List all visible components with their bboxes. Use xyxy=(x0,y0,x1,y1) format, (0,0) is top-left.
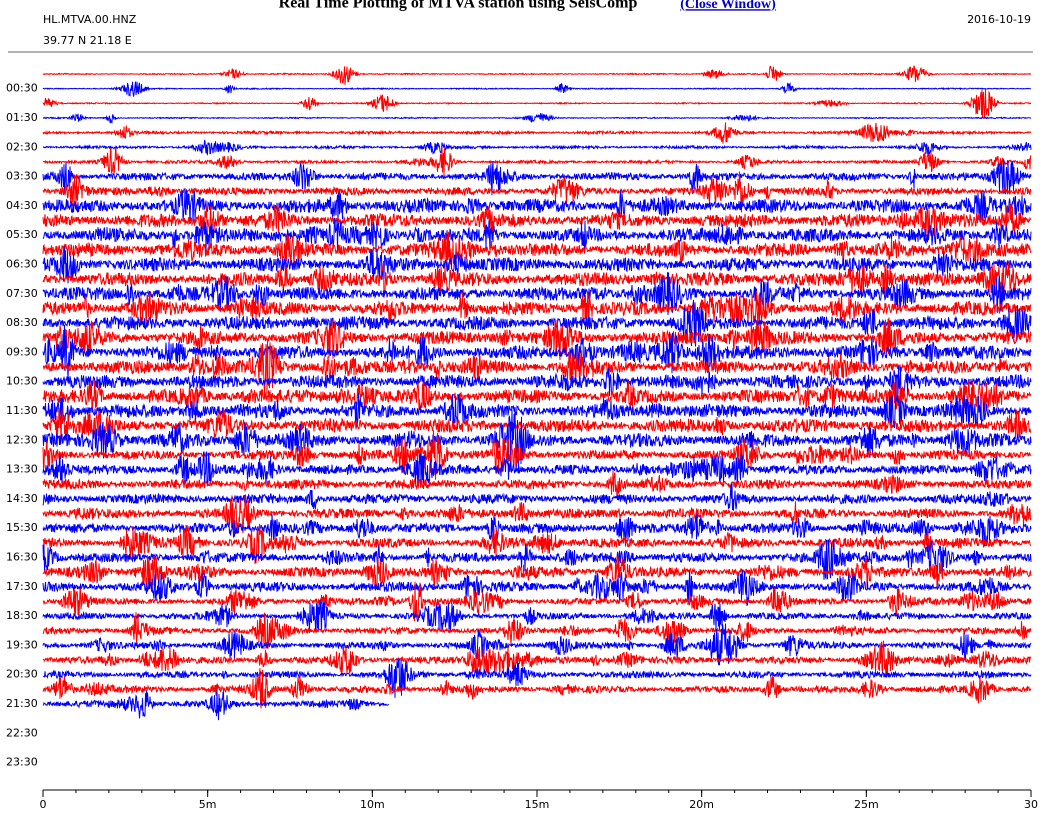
row-label: 21:30 xyxy=(6,697,38,710)
row-label: 14:30 xyxy=(6,492,38,505)
trace xyxy=(42,612,1032,650)
row-label: 11:30 xyxy=(6,404,38,417)
trace xyxy=(42,408,1032,473)
trace xyxy=(42,171,1032,213)
trace xyxy=(42,513,1032,547)
trace xyxy=(42,262,1032,299)
row-label: 01:30 xyxy=(6,111,38,124)
row-label: 05:30 xyxy=(6,228,38,241)
x-tick-label: 15m xyxy=(525,798,550,811)
row-label: 08:30 xyxy=(6,316,38,329)
row-label: 22:30 xyxy=(6,726,38,739)
trace xyxy=(42,203,1032,237)
trace xyxy=(42,483,1032,511)
row-label: 15:30 xyxy=(6,521,38,534)
trace xyxy=(42,272,1032,316)
trace xyxy=(42,113,1032,125)
station-coordinates: 39.77 N 21.18 E xyxy=(43,34,132,47)
close-window-link[interactable]: (Close Window) xyxy=(680,0,776,12)
row-label: 10:30 xyxy=(6,375,38,388)
trace xyxy=(42,569,1032,607)
page-title: Real Time Plotting of MTVA station using… xyxy=(279,0,638,12)
row-label: 16:30 xyxy=(6,550,38,563)
x-tick-label: 10m xyxy=(360,798,385,811)
trace xyxy=(42,299,1032,347)
row-label: 07:30 xyxy=(6,287,38,300)
trace xyxy=(42,494,1032,535)
row-label: 17:30 xyxy=(6,580,38,593)
trace xyxy=(42,246,1032,284)
row-label: 20:30 xyxy=(6,668,38,681)
trace xyxy=(42,539,1032,580)
trace xyxy=(42,317,1032,360)
trace xyxy=(42,623,1032,666)
trace xyxy=(42,470,1032,498)
station-code: HL.MTVA.00.HNZ xyxy=(43,13,137,26)
row-label: 04:30 xyxy=(6,199,38,212)
trace xyxy=(42,65,1032,85)
row-label: 02:30 xyxy=(6,140,38,153)
trace xyxy=(42,139,1032,157)
x-tick-label: 30 xyxy=(1024,798,1038,811)
trace xyxy=(42,159,1032,196)
trace xyxy=(42,393,1032,430)
row-label: 23:30 xyxy=(6,756,38,769)
trace xyxy=(42,340,1032,395)
row-label: 12:30 xyxy=(6,433,38,446)
trace xyxy=(42,231,1032,268)
plot-date: 2016-10-19 xyxy=(967,13,1031,26)
trace xyxy=(42,430,1032,480)
trace xyxy=(42,217,1032,253)
trace xyxy=(42,658,1032,698)
x-tick-label: 0 xyxy=(40,798,47,811)
row-label: 18:30 xyxy=(6,609,38,622)
trace xyxy=(42,523,1032,565)
trace xyxy=(42,147,1032,177)
trace xyxy=(42,581,1032,622)
trace xyxy=(42,668,1032,709)
trace xyxy=(42,555,1032,589)
trace xyxy=(42,290,1032,327)
row-label: 09:30 xyxy=(6,345,38,358)
trace xyxy=(42,81,1032,98)
trace xyxy=(42,600,1032,633)
trace xyxy=(42,689,389,721)
x-tick-label: 20m xyxy=(689,798,714,811)
row-label: 03:30 xyxy=(6,170,38,183)
trace xyxy=(42,640,1032,678)
row-label: 13:30 xyxy=(6,463,38,476)
trace xyxy=(42,378,1032,413)
trace xyxy=(42,366,1032,400)
row-label: 06:30 xyxy=(6,257,38,270)
trace xyxy=(42,122,1032,144)
trace xyxy=(42,324,1032,381)
x-tick-label: 25m xyxy=(854,798,879,811)
x-tick-label: 5m xyxy=(199,798,217,811)
trace xyxy=(42,89,1032,118)
trace xyxy=(42,407,1031,445)
trace xyxy=(42,188,1032,225)
row-label: 00:30 xyxy=(6,82,38,95)
row-label: 19:30 xyxy=(6,638,38,651)
